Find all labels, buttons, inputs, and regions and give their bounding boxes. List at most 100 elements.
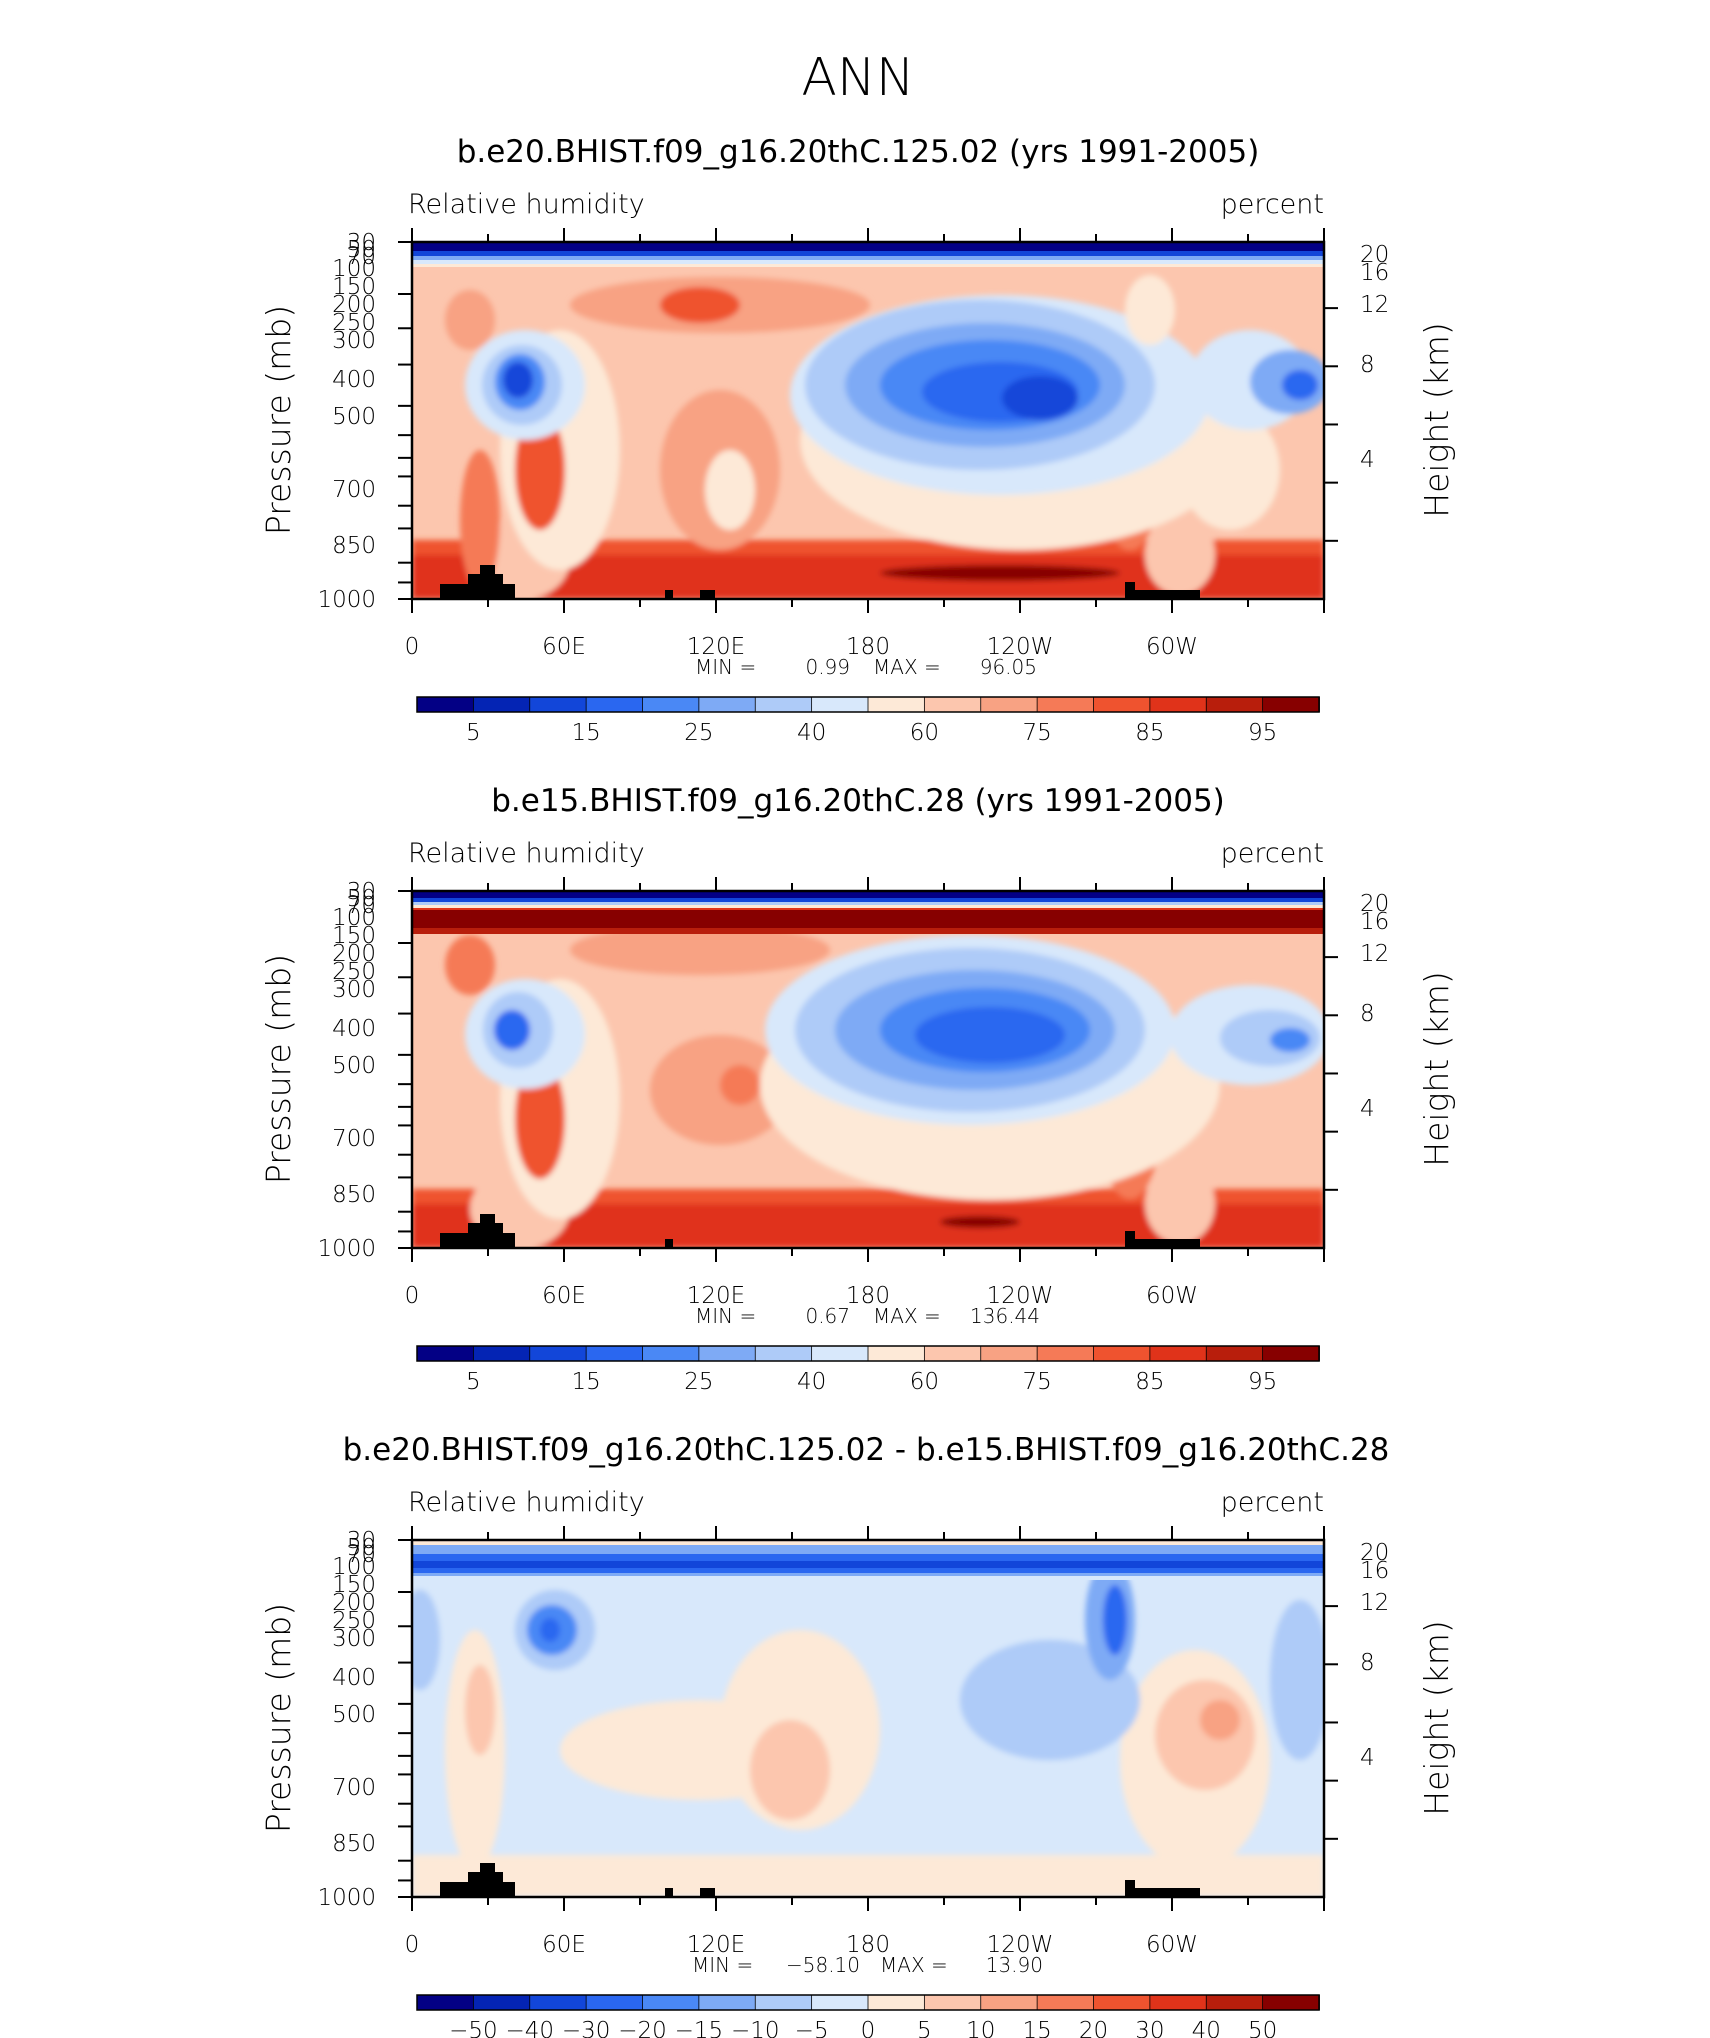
colorbar-swatch — [1036, 696, 1095, 713]
y-tick-label: 250 — [332, 959, 376, 985]
colorbar-label: 40 — [797, 1369, 826, 1395]
x-tick-label: 180 — [846, 1283, 890, 1309]
panel-2: b.e15.BHIST.f09_g16.20thC.28 (yrs 1991-2… — [259, 783, 1456, 1395]
max-label: MAX = — [880, 1953, 948, 1977]
y-tick-label: 300 — [332, 977, 376, 1003]
colorbar-swatch — [472, 1345, 531, 1362]
x-tick-label: 180 — [846, 634, 890, 660]
y-tick-label: 50 — [347, 886, 376, 912]
contour-field — [412, 242, 1324, 599]
y-tick-label: 150 — [332, 274, 376, 300]
max-value: 96.05 — [980, 655, 1037, 679]
colorbar-swatch — [472, 696, 531, 713]
colorbar-swatch — [472, 1994, 531, 2011]
x-tick-label: 120W — [987, 1283, 1054, 1309]
y-tick-label: 1000 — [317, 587, 376, 613]
y-axis-label: Pressure (mb) — [259, 954, 298, 1184]
y-tick-labels: 30 50 70 100 150 200 250 300 400 500 700… — [317, 1528, 376, 1911]
colorbar-swatch — [980, 1345, 1039, 1362]
colorbar-label: 25 — [684, 720, 713, 746]
y2-tick-labels: 20 16 12 8 4 — [1360, 242, 1389, 473]
colorbar-swatch — [811, 1994, 869, 2011]
colorbar-swatch — [585, 1994, 644, 2011]
y-tick-label: 700 — [332, 477, 376, 503]
colorbar-label: −15 — [675, 2018, 724, 2038]
panel-title: b.e20.BHIST.f09_g16.20thC.125.02 (yrs 19… — [457, 134, 1260, 170]
y-tick-label: 150 — [332, 1572, 376, 1598]
colorbar-label: 40 — [1192, 2018, 1221, 2038]
y-tick-marks — [398, 241, 1338, 600]
y-tick-label: 700 — [332, 1775, 376, 1801]
colorbar-swatch — [1262, 1345, 1320, 1362]
y-tick-label: 200 — [332, 941, 376, 967]
topography-mask — [440, 1214, 1200, 1248]
colorbar-swatch — [1093, 1345, 1151, 1362]
y-tick-label: 250 — [332, 1608, 376, 1634]
colorbar-swatch — [754, 696, 813, 713]
colorbar-swatch — [1262, 696, 1320, 713]
colorbar-label: −20 — [618, 2018, 667, 2038]
colorbar-label: 25 — [684, 1369, 713, 1395]
y-tick-label: 1000 — [317, 1236, 376, 1262]
colorbar-swatch — [811, 696, 869, 713]
y2-tick-label: 8 — [1360, 1001, 1375, 1027]
colorbar-swatch — [754, 1994, 813, 2011]
x-tick-label: 120E — [687, 634, 745, 660]
y-tick-labels: 30 50 70 100 150 200 250 300 400 500 700… — [317, 879, 376, 1262]
y2-tick-label: 8 — [1360, 1650, 1375, 1676]
colorbar-label: 15 — [1022, 2018, 1051, 2038]
topography-mask — [440, 1863, 1200, 1897]
colorbar-swatch — [585, 696, 644, 713]
colorbar-label: 95 — [1248, 1369, 1277, 1395]
y-tick-label: 500 — [332, 1702, 376, 1728]
y-tick-label: 30 — [347, 879, 376, 905]
colorbar-label: −50 — [449, 2018, 498, 2038]
colorbar-label: −10 — [731, 2018, 780, 2038]
y-tick-labels: 30 50 70 100 150 200 250 300 400 500 700… — [317, 230, 376, 613]
colorbar-swatch — [867, 696, 926, 713]
y-tick-label: 500 — [332, 404, 376, 430]
y2-tick-label: 12 — [1360, 292, 1389, 318]
min-label: MIN = — [692, 1953, 753, 1977]
y-tick-label: 150 — [332, 923, 376, 949]
y-tick-label: 70 — [347, 893, 376, 919]
colorbar-label: 75 — [1022, 720, 1051, 746]
max-label: MAX = — [873, 655, 941, 679]
y-tick-label: 400 — [332, 1665, 376, 1691]
max-value: 136.44 — [970, 1304, 1040, 1328]
y2-tick-label: 12 — [1360, 1590, 1389, 1616]
colorbar-frame — [416, 1345, 1320, 1362]
colorbar-swatch — [1149, 1345, 1208, 1362]
colorbar-swatch — [1149, 696, 1208, 713]
panel-1: b.e20.BHIST.f09_g16.20thC.125.02 (yrs 19… — [259, 134, 1456, 746]
min-max-readout: MIN = −58.10 MAX = 13.90 — [692, 1953, 1043, 1977]
colorbar-swatch — [642, 1994, 700, 2011]
x-tick-label: 0 — [405, 634, 420, 660]
colorbar — [416, 1345, 1320, 1362]
colorbar-label: 95 — [1248, 720, 1277, 746]
colorbar-swatch — [698, 1345, 757, 1362]
y-tick-label: 30 — [347, 230, 376, 256]
y-tick-label: 200 — [332, 1590, 376, 1616]
colorbar-swatch — [529, 696, 588, 713]
y-tick-label: 100 — [332, 1554, 376, 1580]
x-tick-marks — [411, 1526, 1325, 1911]
x-tick-marks — [411, 228, 1325, 613]
y-tick-label: 400 — [332, 367, 376, 393]
colorbar-label: 20 — [1079, 2018, 1108, 2038]
y-tick-label: 250 — [332, 310, 376, 336]
x-tick-label: 0 — [405, 1283, 420, 1309]
contour-field — [412, 891, 1324, 1248]
min-label: MIN = — [695, 1304, 756, 1328]
colorbar — [416, 696, 1320, 713]
y2-axis-label: Height (km) — [1417, 1620, 1456, 1815]
colorbar-swatch — [1093, 1994, 1151, 2011]
y-tick-label: 100 — [332, 905, 376, 931]
min-max-readout: MIN = 0.99 MAX = 96.05 — [695, 655, 1037, 679]
colorbar-swatch — [754, 1345, 813, 1362]
y2-tick-label: 4 — [1360, 1096, 1375, 1122]
max-label: MAX = — [873, 1304, 941, 1328]
x-tick-label: 60E — [542, 1283, 586, 1309]
colorbar-label: 30 — [1135, 2018, 1164, 2038]
